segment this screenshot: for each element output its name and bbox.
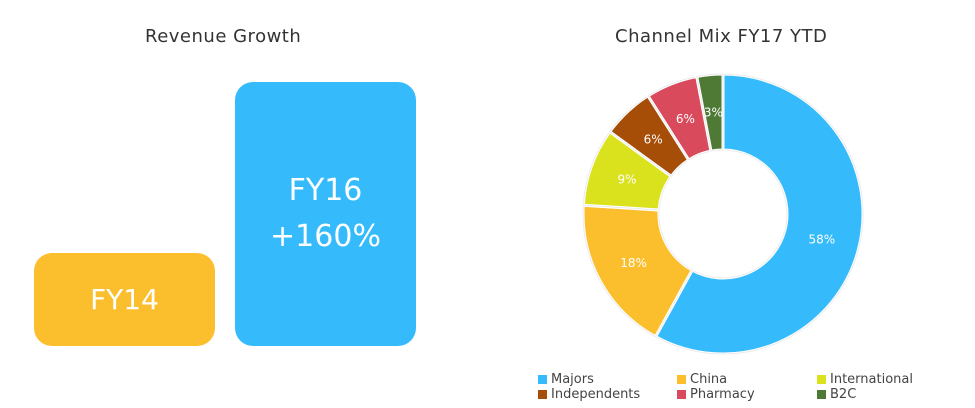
donut-label-b2c: 3% [704,105,723,119]
donut-label-pharmacy: 6% [676,112,695,126]
legend-label: International [830,372,913,387]
donut-label-china: 18% [620,256,647,270]
legend-swatch [817,375,826,384]
legend-swatch [817,390,826,399]
donut-label-majors: 58% [808,232,835,246]
legend-swatch [538,390,547,399]
legend-item-china: China [677,372,727,387]
fy16-label: FY16 [288,173,363,208]
legend-item-international: International [817,372,913,387]
donut-label-international: 9% [618,172,637,186]
fy16-bar: FY16 +160% [235,82,416,346]
legend-label: B2C [830,387,857,402]
legend-swatch [677,390,686,399]
fy16-growth-label: +160% [270,219,381,254]
legend-swatch [538,375,547,384]
legend-item-majors: Majors [538,372,594,387]
legend-label: Independents [551,387,641,402]
donut-label-independents: 6% [644,133,663,147]
legend-item-independents: Independents [538,387,640,402]
legend-label: Majors [551,372,594,387]
legend-swatch [677,375,686,384]
fy14-bar: FY14 [34,253,215,346]
donut-slice-majors [653,72,865,356]
donut-slice-b2c [695,72,725,153]
legend-label: China [690,372,728,387]
legend-item-pharmacy: Pharmacy [677,387,755,402]
channel-mix-donut: 58% 18% 9% 6% 6% 3% [581,72,865,356]
channel-mix-title: Channel Mix FY17 YTD [615,26,828,47]
revenue-growth-title: Revenue Growth [145,26,302,47]
legend-label: Pharmacy [690,387,755,402]
donut-slice-china [581,203,695,339]
fy14-label: FY14 [90,283,159,316]
legend-item-b2c: B2C [817,387,856,402]
